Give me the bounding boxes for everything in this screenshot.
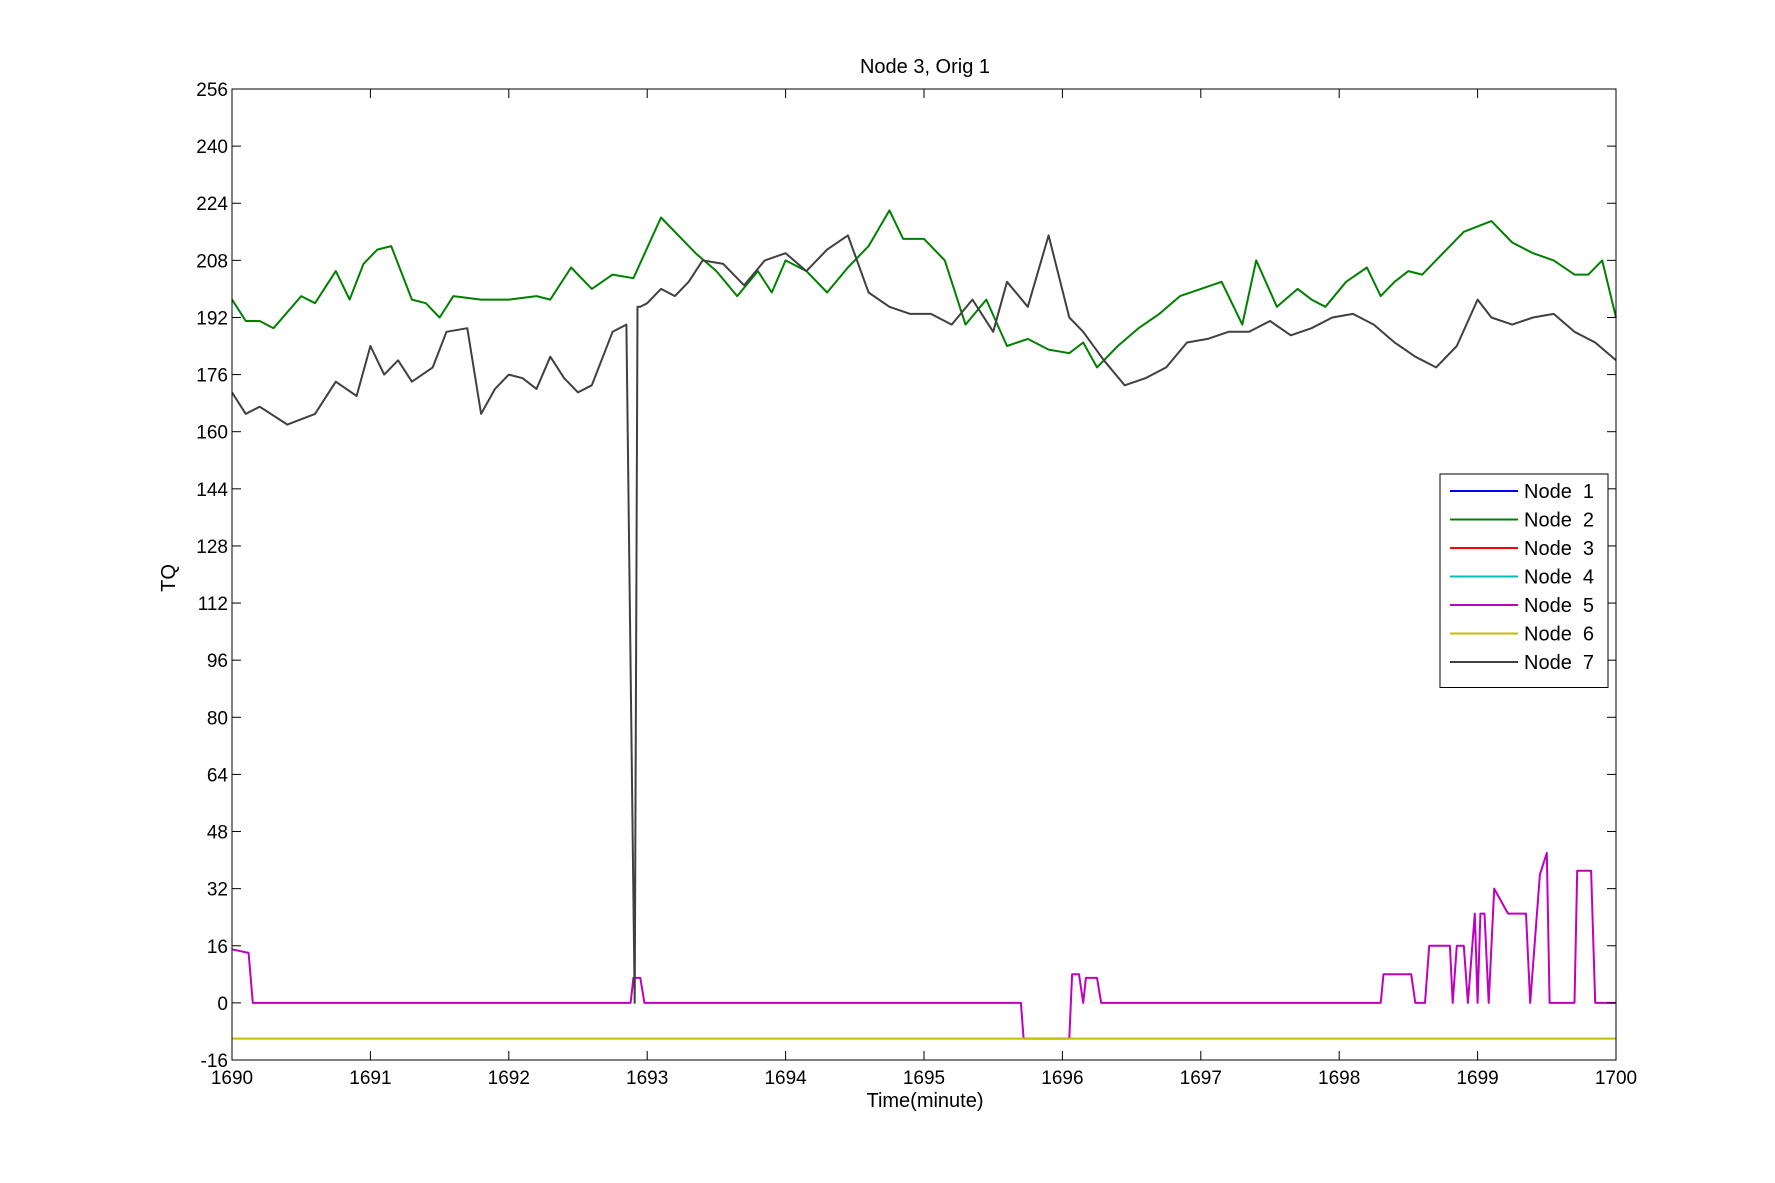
legend-label: Node 5 <box>1524 595 1594 617</box>
y-tick-label: 64 <box>207 765 229 786</box>
legend-label: Node 2 <box>1524 510 1594 532</box>
legend-box <box>1439 473 1609 688</box>
y-tick-label: 80 <box>207 708 228 729</box>
y-tick-label: -16 <box>201 1051 228 1072</box>
y-tick-label: 144 <box>196 480 228 501</box>
y-tick-label: 128 <box>196 537 228 558</box>
chart-title: Node 3, Orig 1 <box>860 56 990 78</box>
y-tick-label: 208 <box>196 251 228 272</box>
y-tick-label: 96 <box>207 651 228 672</box>
x-tick-label: 1693 <box>626 1068 668 1089</box>
y-tick-label: 112 <box>198 594 228 615</box>
legend-label: Node 6 <box>1524 624 1594 646</box>
x-tick-label: 1698 <box>1318 1068 1360 1089</box>
series-layer <box>231 209 1617 1040</box>
y-tick-label: 16 <box>207 937 228 958</box>
x-tick-label: 1692 <box>488 1068 530 1089</box>
y-tick-label: 48 <box>207 823 228 844</box>
x-tick-label: 1700 <box>1595 1068 1637 1089</box>
legend: Node 1 Node 2 Node 3 Node 4 Node 5 Node 6 Node… <box>1439 473 1609 688</box>
x-tick-label: 1694 <box>764 1068 807 1089</box>
series-line-node-2 <box>231 209 1617 369</box>
y-tick-label: 32 <box>207 880 228 901</box>
y-tick-label: 192 <box>196 308 228 329</box>
y-tick-label: 0 <box>217 994 228 1015</box>
series-line-node-5 <box>231 851 1616 1040</box>
y-tick-label: 240 <box>196 137 228 158</box>
legend-label: Node 4 <box>1524 567 1594 589</box>
legend-label: Node 7 <box>1524 652 1594 674</box>
axes-layer: 1690 1691 1692 1693 1694 1695 1696 1697 1698 1699… <box>196 80 1637 1089</box>
legend-label: Node 3 <box>1524 538 1594 560</box>
x-tick-label: 1690 <box>211 1068 253 1089</box>
x-tick-label: 1695 <box>903 1068 945 1089</box>
x-tick-label: 1697 <box>1180 1068 1222 1089</box>
legend-label: Node 1 <box>1524 481 1594 503</box>
x-tick-label: 1696 <box>1041 1068 1083 1089</box>
x-tick-label: 1691 <box>349 1068 391 1089</box>
y-tick-label: 160 <box>196 423 228 444</box>
y-axis-label: TQ <box>158 564 180 592</box>
y-tick-label: 176 <box>196 366 228 387</box>
y-tick-label: 256 <box>196 80 228 101</box>
y-tick-label: 224 <box>196 194 228 215</box>
x-tick-label: 1699 <box>1456 1068 1498 1089</box>
series-line-node-7 <box>231 234 1617 1004</box>
x-axis-label: Time(minute) <box>866 1090 983 1112</box>
